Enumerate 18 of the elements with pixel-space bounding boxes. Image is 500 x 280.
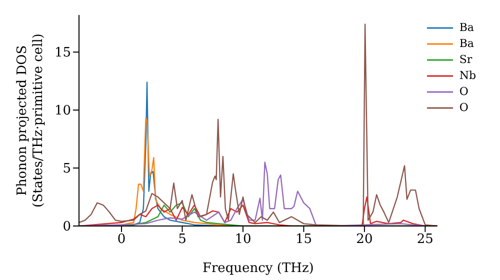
legend-label: Ba [459, 20, 474, 36]
y-tick-label: 15 [54, 46, 71, 61]
legend-label: Ba [459, 36, 474, 52]
y-tick-label: 0 [62, 220, 71, 235]
legend-label: Sr [459, 52, 472, 68]
x-tick-label: 15 [295, 232, 312, 248]
x-axis-title: Frequency (THz) [202, 261, 314, 276]
x-tick-label: 0 [117, 232, 126, 248]
legend-label: O [459, 100, 468, 116]
y-axis-title: Phonon projected DOS (States/THz·primitive cell) [15, 33, 46, 208]
x-tick-label: 20 [356, 232, 373, 248]
legend-label: O [459, 84, 468, 100]
y-tick-label: 5 [62, 162, 71, 177]
legend-label: Nb [459, 68, 476, 84]
y-tick-label: 10 [54, 104, 71, 119]
x-tick-label: 5 [178, 232, 186, 248]
x-tick-label: 10 [234, 232, 252, 248]
x-tick-label: 25 [416, 232, 434, 248]
